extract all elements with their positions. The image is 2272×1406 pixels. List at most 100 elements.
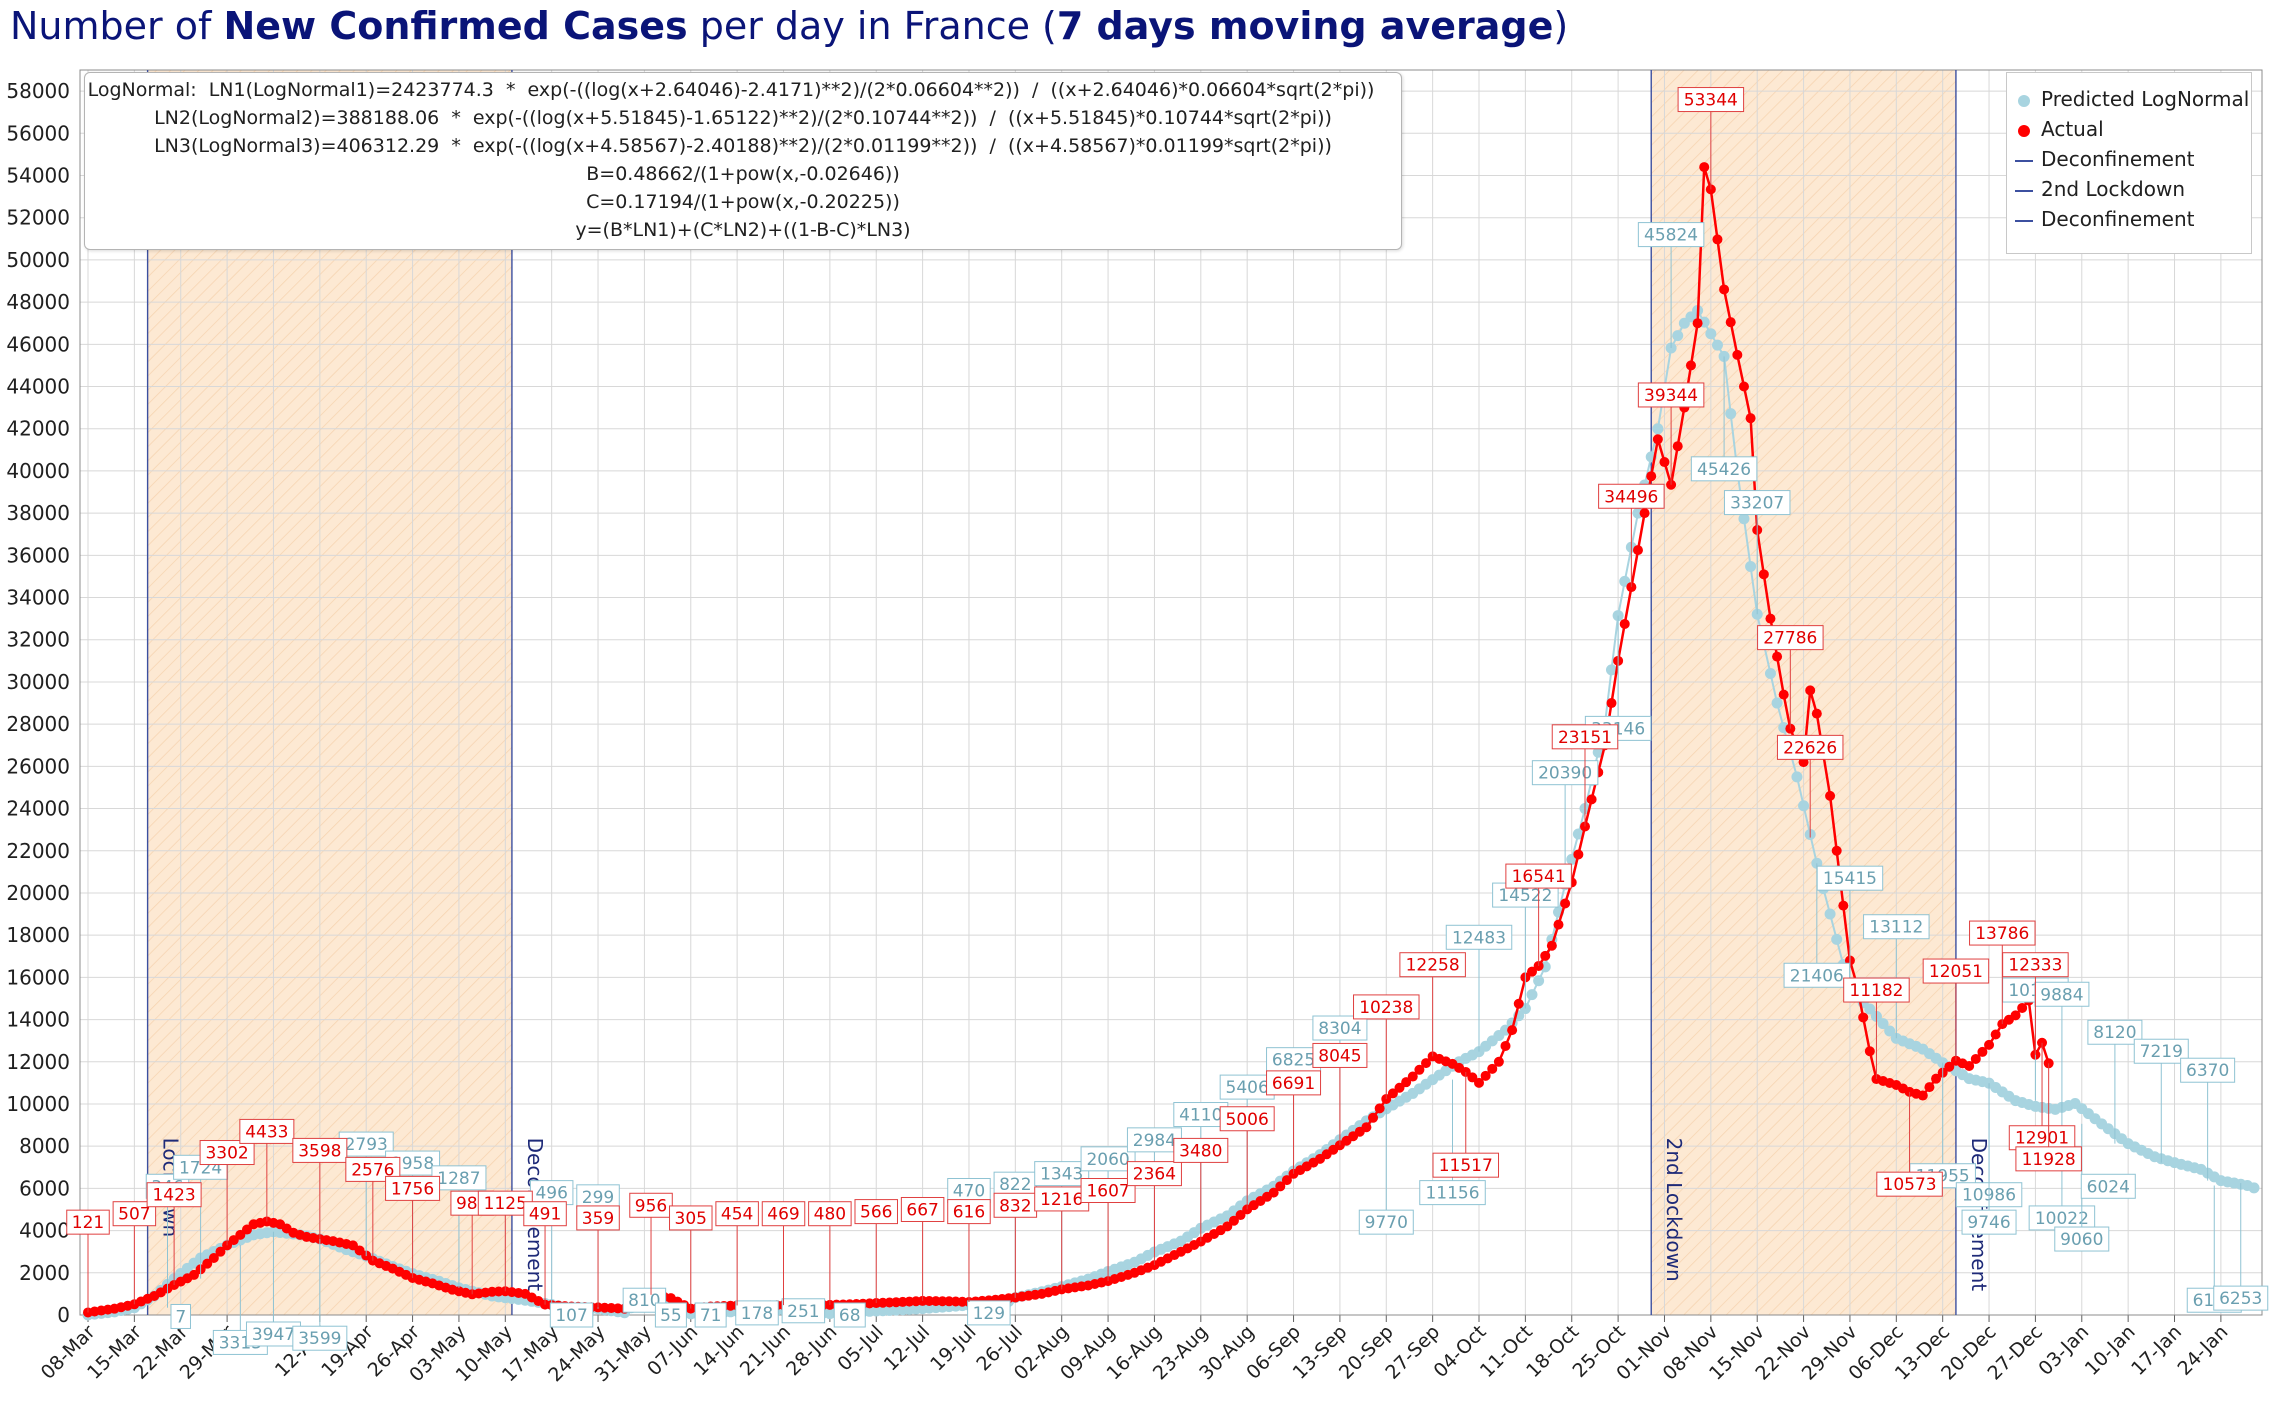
data-label: 45426: [1697, 460, 1751, 480]
data-label: 129: [973, 1304, 1005, 1324]
legend-label: Predicted LogNormal: [2041, 87, 2250, 111]
label-box: [385, 1175, 441, 1201]
label-box: [2015, 1146, 2082, 1172]
data-label: 956: [635, 1196, 667, 1216]
label-box: [694, 1302, 727, 1328]
label-box: [947, 1178, 991, 1203]
data-label: 2576: [351, 1160, 394, 1180]
data-label: 6691: [1272, 1074, 1315, 1094]
label-box: [2080, 1173, 2136, 1199]
label-box: [735, 1300, 779, 1326]
actual-point: [1990, 1029, 2001, 1040]
y-tick-label: 8000: [19, 1134, 70, 1158]
y-tick-label: 2000: [19, 1261, 70, 1285]
y-tick-label: 6000: [19, 1176, 70, 1200]
actual-point: [1467, 1072, 1478, 1083]
label-box: [1757, 625, 1824, 651]
title-bold-1: New Confirmed Cases: [223, 4, 688, 48]
label-box: [761, 1201, 806, 1227]
data-label: 616: [953, 1203, 985, 1223]
actual-point: [1712, 234, 1723, 245]
label-box: [781, 1298, 826, 1324]
actual-point: [1652, 434, 1663, 445]
label-box: [1637, 382, 1705, 408]
shaded-period: [147, 70, 512, 1315]
legend-item-2nd-lockdown[interactable]: 2nd Lockdown: [2007, 177, 2251, 205]
data-label: 491: [529, 1205, 561, 1225]
data-label: 178: [741, 1304, 773, 1324]
actual-point: [1732, 349, 1743, 360]
data-label: 5406: [1226, 1078, 1269, 1098]
data-label: 10573: [1883, 1175, 1937, 1195]
data-label: 305: [675, 1209, 707, 1229]
data-label: 3480: [1179, 1141, 1222, 1161]
data-label: 3302: [205, 1144, 248, 1164]
actual-point: [1772, 651, 1783, 662]
legend-label: Deconfinement: [2041, 147, 2195, 171]
data-label: 4110: [1179, 1106, 1222, 1126]
actual-point: [1407, 1071, 1418, 1082]
data-label: 9770: [1365, 1213, 1408, 1233]
data-label: 667: [906, 1200, 938, 1220]
y-tick-label: 46000: [6, 332, 70, 356]
data-label: 507: [118, 1205, 150, 1225]
actual-point: [1507, 1025, 1518, 1036]
data-label: 496: [535, 1184, 567, 1204]
label-box: [146, 1182, 202, 1208]
data-label: 12258: [1406, 956, 1460, 976]
legend-item-deconfinement-2[interactable]: Deconfinement: [2007, 207, 2251, 235]
label-box: [239, 1118, 295, 1144]
data-label: 9060: [2060, 1230, 2103, 1250]
label-box: [1312, 1042, 1368, 1068]
actual-point: [1619, 618, 1630, 629]
y-tick-label: 20000: [6, 881, 70, 905]
actual-point: [1699, 162, 1710, 173]
data-label: 12051: [1929, 962, 1983, 982]
actual-point: [1414, 1064, 1425, 1075]
legend-item-deconfinement-1[interactable]: Deconfinement: [2007, 147, 2251, 175]
label-box: [715, 1201, 759, 1227]
label-box: [947, 1199, 991, 1225]
data-label: 11928: [2022, 1150, 2076, 1170]
y-tick-label: 54000: [6, 164, 70, 188]
predicted-point: [1884, 1025, 1896, 1037]
data-label: 4433: [245, 1122, 288, 1142]
data-label: 14522: [1498, 886, 1552, 906]
label-box: [1219, 1106, 1275, 1132]
data-label: 359: [582, 1209, 614, 1229]
label-box: [1922, 958, 1990, 984]
label-box: [1266, 1047, 1322, 1073]
label-box: [629, 1192, 673, 1218]
label-box: [854, 1199, 898, 1225]
data-label: 33207: [1730, 494, 1784, 514]
y-tick-label: 22000: [6, 839, 70, 863]
label-box: [1961, 1209, 2017, 1235]
legend-item-predicted[interactable]: Predicted LogNormal: [2007, 87, 2251, 115]
data-label: 13112: [1869, 918, 1923, 938]
title-prefix: Number of: [10, 4, 224, 48]
actual-point: [188, 1269, 199, 1280]
actual-point: [1685, 360, 1696, 371]
data-label: 2060: [1086, 1150, 1129, 1170]
label-box: [1505, 863, 1572, 889]
data-label: 480: [814, 1205, 846, 1225]
legend-line-icon: [2015, 220, 2033, 222]
label-box: [1843, 977, 1910, 1003]
predicted-point: [1672, 330, 1684, 342]
legend-item-actual[interactable]: Actual: [2007, 117, 2251, 145]
x-tick-label: 17-Jan: [2127, 1321, 2186, 1380]
data-label: 7219: [2140, 1042, 2183, 1062]
data-label: 1343: [1040, 1165, 1083, 1185]
data-label: 21406: [1790, 966, 1844, 986]
actual-point: [1374, 1103, 1385, 1114]
data-label: 3598: [298, 1141, 341, 1161]
actual-point: [1778, 689, 1789, 700]
y-tick-label: 48000: [6, 290, 70, 314]
data-label: 1607: [1086, 1182, 1129, 1202]
label-box: [292, 1137, 348, 1163]
legend: Predicted LogNormal Actual Deconfinement…: [2006, 72, 2252, 254]
actual-point: [1719, 284, 1730, 295]
y-tick-label: 12000: [6, 1050, 70, 1074]
data-label: 1125: [484, 1194, 527, 1214]
x-tick-label: 24-Jan: [2173, 1321, 2232, 1380]
